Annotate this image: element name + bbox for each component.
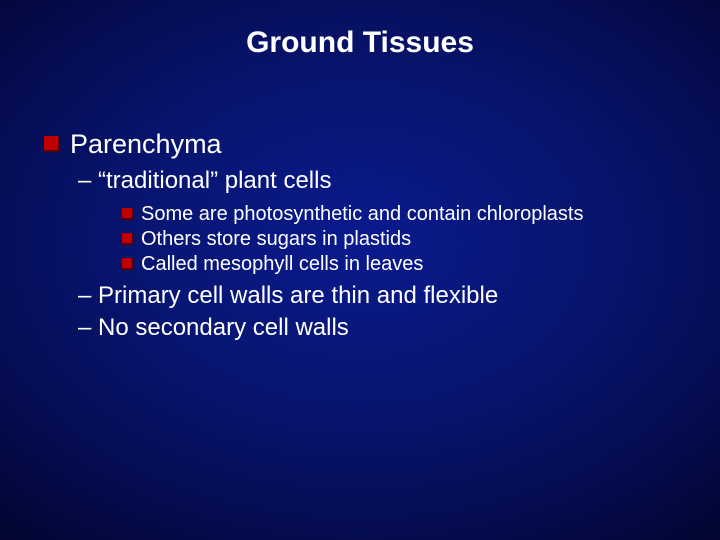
level3-text: Others store sugars in plastids bbox=[141, 227, 411, 252]
slide-content: Parenchyma – “traditional” plant cells S… bbox=[44, 128, 690, 345]
level1-text: Parenchyma bbox=[70, 128, 222, 160]
square-bullet-icon bbox=[122, 233, 134, 245]
bullet-level3: Called mesophyll cells in leaves bbox=[122, 252, 690, 277]
bullet-level3: Some are photosynthetic and contain chlo… bbox=[122, 202, 690, 227]
level3-text: Some are photosynthetic and contain chlo… bbox=[141, 202, 584, 227]
level2-text: – No secondary cell walls bbox=[78, 313, 690, 343]
square-bullet-icon bbox=[122, 208, 134, 220]
square-bullet-icon bbox=[122, 258, 134, 270]
slide-title: Ground Tissues bbox=[0, 26, 720, 60]
slide: Ground Tissues Parenchyma – “traditional… bbox=[0, 0, 720, 540]
level2-text: – Primary cell walls are thin and flexib… bbox=[78, 281, 690, 311]
bullet-level1: Parenchyma bbox=[44, 128, 690, 160]
level3-text: Called mesophyll cells in leaves bbox=[141, 252, 423, 277]
bullet-level3: Others store sugars in plastids bbox=[122, 227, 690, 252]
level2-text: – “traditional” plant cells bbox=[78, 166, 690, 196]
square-bullet-icon bbox=[44, 136, 60, 152]
